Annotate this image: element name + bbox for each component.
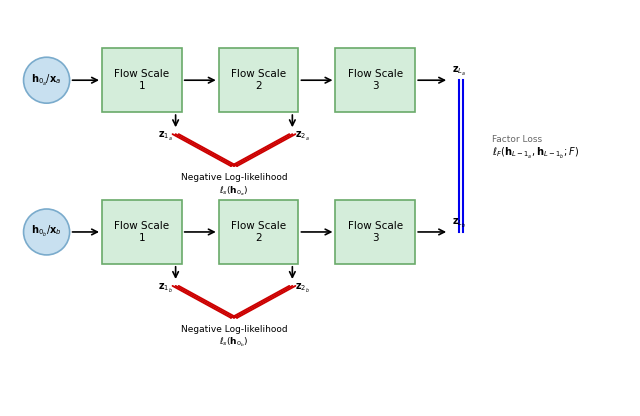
FancyBboxPatch shape: [102, 200, 182, 264]
Ellipse shape: [24, 209, 70, 255]
Text: Flow Scale
3: Flow Scale 3: [348, 221, 403, 243]
Ellipse shape: [24, 57, 70, 103]
Text: $\ell_F(\mathbf{h}_{L-1_a}, \mathbf{h}_{L-1_b}; F)$: $\ell_F(\mathbf{h}_{L-1_a}, \mathbf{h}_{…: [492, 146, 579, 161]
Text: $\mathbf{h}_{0_a}/\mathbf{x}_a$: $\mathbf{h}_{0_a}/\mathbf{x}_a$: [31, 73, 61, 88]
Text: Negative Log-likelihood
$\ell_s(\mathbf{h}_{0_a})$: Negative Log-likelihood $\ell_s(\mathbf{…: [180, 173, 287, 198]
Text: $\mathbf{z}_{L_a}$: $\mathbf{z}_{L_a}$: [452, 65, 467, 78]
Text: Flow Scale
2: Flow Scale 2: [231, 69, 286, 91]
Text: $\mathbf{z}_{L_b}$: $\mathbf{z}_{L_b}$: [452, 217, 467, 230]
Text: Factor Loss: Factor Loss: [492, 135, 542, 144]
Text: Flow Scale
3: Flow Scale 3: [348, 69, 403, 91]
Text: $\mathbf{z}_{1_a}$: $\mathbf{z}_{1_a}$: [157, 130, 173, 143]
Text: $\mathbf{z}_{2_b}$: $\mathbf{z}_{2_b}$: [296, 282, 310, 295]
Text: $\mathbf{h}_{0_b}/\mathbf{x}_b$: $\mathbf{h}_{0_b}/\mathbf{x}_b$: [31, 224, 62, 240]
FancyBboxPatch shape: [335, 200, 415, 264]
FancyBboxPatch shape: [102, 48, 182, 112]
Text: Flow Scale
1: Flow Scale 1: [115, 69, 170, 91]
FancyBboxPatch shape: [219, 48, 298, 112]
FancyBboxPatch shape: [335, 48, 415, 112]
Text: Negative Log-likelihood
$\ell_s(\mathbf{h}_{0_b})$: Negative Log-likelihood $\ell_s(\mathbf{…: [180, 325, 287, 349]
Text: Flow Scale
2: Flow Scale 2: [231, 221, 286, 243]
Text: $\mathbf{z}_{2_a}$: $\mathbf{z}_{2_a}$: [296, 130, 310, 143]
Text: $\mathbf{z}_{1_b}$: $\mathbf{z}_{1_b}$: [157, 282, 173, 295]
Text: Flow Scale
1: Flow Scale 1: [115, 221, 170, 243]
FancyBboxPatch shape: [219, 200, 298, 264]
